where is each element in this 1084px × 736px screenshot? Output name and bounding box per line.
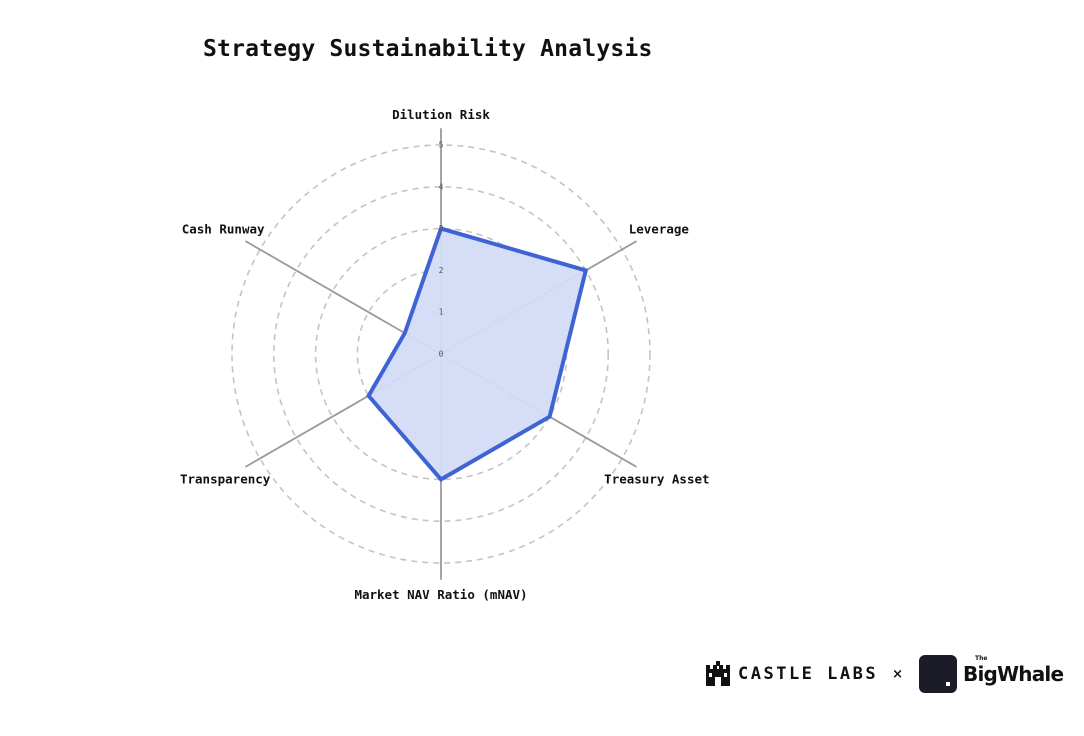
big-whale-logo: The BigWhale xyxy=(919,655,1064,693)
series-area-0 xyxy=(366,226,589,482)
grid-ring-4 xyxy=(272,186,609,522)
footer-logos: CASTLE LABS × The BigWhale xyxy=(704,652,1064,696)
tick-label-5: 5 xyxy=(439,141,444,150)
axis-label-3: Market NAV Ratio (mNAV) xyxy=(354,587,527,602)
tick-label-3: 3 xyxy=(439,224,444,233)
series-point-0-5 xyxy=(403,331,407,335)
castle-labs-logo: CASTLE LABS xyxy=(704,661,878,687)
tick-label-4: 4 xyxy=(439,182,444,191)
big-whale-name: BigWhale xyxy=(963,662,1064,686)
axis-label-1: Leverage xyxy=(629,222,690,237)
axis-label-4: Transparency xyxy=(180,471,271,486)
chart-title: Strategy Sustainability Analysis xyxy=(203,36,653,62)
axis-label-5: Cash Runway xyxy=(182,222,265,237)
series-point-0-4 xyxy=(367,394,371,398)
tick-label-0: 0 xyxy=(439,350,444,359)
castle-icon xyxy=(706,661,730,686)
radar-axis-labels: Dilution Risk Leverage Treasury Asset Marke… xyxy=(180,107,710,602)
whale-square-icon xyxy=(919,655,957,693)
big-whale-wordmark: The BigWhale xyxy=(963,655,1064,686)
tick-label-2: 2 xyxy=(439,266,444,275)
tick-label-1: 1 xyxy=(439,308,444,317)
series-point-0-1 xyxy=(584,268,588,272)
castle-labs-wordmark: CASTLE LABS xyxy=(738,664,879,684)
axis-label-0: Dilution Risk xyxy=(392,107,490,122)
radar-series xyxy=(366,226,589,482)
series-point-0-0 xyxy=(439,227,443,231)
axis-label-2: Treasury Asset xyxy=(604,471,709,486)
big-whale-the-label: The xyxy=(975,655,988,662)
series-point-0-2 xyxy=(548,415,552,419)
collaboration-separator: × xyxy=(892,666,903,682)
series-point-0-3 xyxy=(439,477,443,481)
radar-ticks: 0 1 2 3 4 5 xyxy=(439,141,444,359)
